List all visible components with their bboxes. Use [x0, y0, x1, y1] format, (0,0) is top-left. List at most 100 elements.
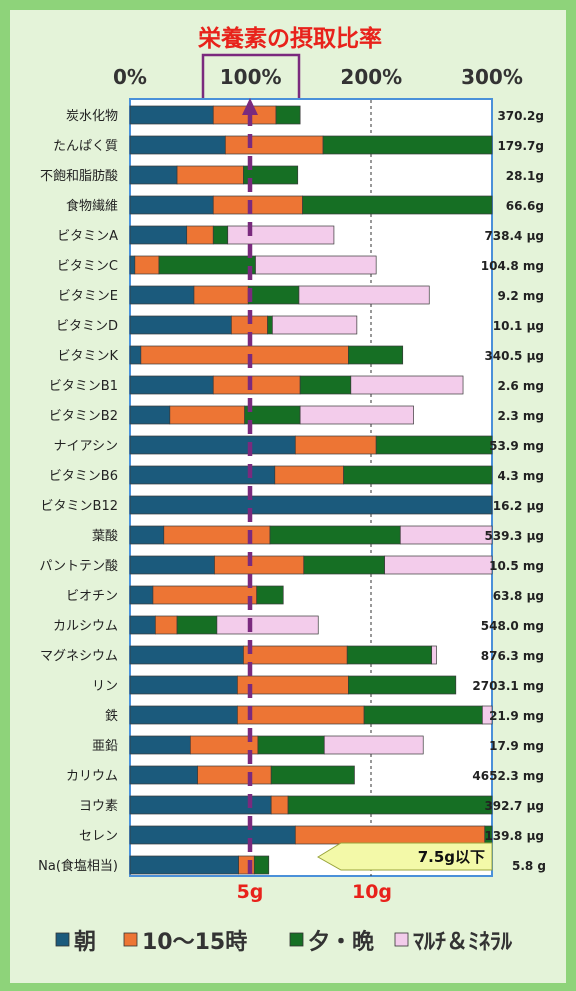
category-label: ビタミンE [58, 289, 118, 304]
bar-segment [197, 765, 272, 785]
bar-segment [186, 225, 214, 245]
category-label: ヨウ素 [79, 799, 118, 814]
amount-label: 4652.3 mg [472, 769, 544, 783]
bar-segment [212, 225, 229, 245]
bar-segment [129, 285, 195, 305]
amount-label: 539.3 μg [484, 529, 544, 543]
bar-segment [129, 855, 239, 875]
bar-segment [237, 675, 349, 695]
legend-label: 夕・晩 [308, 929, 374, 955]
category-label: ビタミンA [57, 229, 118, 244]
bar-segment [272, 315, 358, 335]
legend-swatch [123, 932, 138, 947]
bar-segment [363, 705, 483, 725]
bar-segment [176, 165, 244, 185]
bar-segment [129, 525, 165, 545]
bar-segment [243, 165, 299, 185]
bar-segment [299, 375, 352, 395]
amount-label: 2.6 mg [497, 379, 544, 393]
bar-segment [216, 615, 319, 635]
plot-area [129, 98, 493, 877]
amount-label: 63.8 μg [493, 589, 544, 603]
bar-segment [247, 285, 300, 305]
legend: 朝 10～15時 夕・晩 ﾏﾙﾁ＆ﾐﾈﾗﾙ [55, 929, 513, 955]
bar-segment [257, 735, 325, 755]
bar-segment [140, 345, 349, 365]
category-label: カリウム [66, 769, 118, 784]
category-label: 食物繊維 [66, 198, 118, 214]
amount-label: 21.9 mg [489, 709, 544, 723]
bar-segment [134, 255, 160, 275]
bar-segment [298, 285, 430, 305]
bar-segment [129, 675, 238, 695]
bar-segment [154, 615, 178, 635]
amount-label: 392.7 μg [484, 799, 544, 813]
bar-segment [343, 465, 493, 485]
bar-segment [163, 525, 271, 545]
amount-label: 53.9 mg [489, 439, 544, 453]
bars [129, 105, 493, 875]
chart-title: 栄養素の摂取比率 [197, 25, 382, 52]
legend-label: 朝 [74, 929, 96, 955]
bar-segment [350, 375, 464, 395]
bar-segment [274, 465, 344, 485]
bar-segment [294, 825, 486, 845]
category-label: ナイアシン [54, 439, 118, 454]
category-label: ビタミンD [56, 319, 118, 334]
bar-segment [431, 645, 437, 665]
amount-label: 139.8 μg [484, 829, 544, 843]
amount-label: 16.2 μg [493, 499, 544, 513]
amount-label: 10.5 mg [489, 559, 544, 573]
bar-segment [212, 375, 301, 395]
bar-segment [129, 495, 493, 515]
category-label: Na(食塩相当) [38, 858, 118, 874]
bar-segment [481, 705, 493, 725]
bar-segment [129, 615, 156, 635]
na-tick-5g: 5g [237, 881, 264, 903]
amount-label: 17.9 mg [489, 739, 544, 753]
x-tick-label: 200% [340, 65, 402, 89]
bar-segment [384, 555, 493, 575]
amount-label: 5.8 g [512, 859, 546, 873]
bar-segment [227, 225, 335, 245]
bar-segment [129, 315, 232, 335]
bar-segment [129, 375, 214, 395]
category-label: マグネシウム [40, 649, 118, 664]
category-label: たんぱく質 [53, 139, 118, 154]
amount-label: 2.3 mg [497, 409, 544, 423]
category-label: パントテン酸 [39, 559, 118, 574]
category-label: セレン [79, 829, 118, 844]
x-tick-label: 100% [220, 65, 282, 89]
category-label: ビタミンB12 [41, 499, 118, 514]
category-label: 炭水化物 [66, 109, 118, 124]
amount-label: 28.1g [506, 169, 544, 183]
bar-segment [323, 735, 424, 755]
bar-segment [375, 435, 493, 455]
bar-segment [269, 525, 401, 545]
bar-segment [129, 105, 214, 125]
amount-label: 66.6g [506, 199, 544, 213]
bar-segment [129, 435, 296, 455]
bar-segment [275, 105, 301, 125]
bar-segment [256, 585, 284, 605]
bar-segment [129, 645, 244, 665]
amount-label: 10.1 μg [493, 319, 544, 333]
bar-segment [399, 525, 493, 545]
amount-label: 104.8 mg [481, 259, 544, 273]
bar-segment [176, 615, 218, 635]
category-label: カルシウム [53, 619, 118, 634]
category-label: リン [92, 679, 118, 694]
bar-segment [237, 705, 365, 725]
bar-segment [214, 555, 305, 575]
category-label: ビタミンB2 [49, 409, 118, 424]
reference-line-arrowhead [242, 98, 258, 115]
bar-segment [129, 405, 171, 425]
amount-label: 340.5 μg [484, 349, 544, 363]
bar-segment [129, 735, 191, 755]
amount-label: 4.3 mg [497, 469, 544, 483]
bar-segment [129, 195, 214, 215]
bar-segment [346, 645, 433, 665]
bar-segment [129, 765, 198, 785]
